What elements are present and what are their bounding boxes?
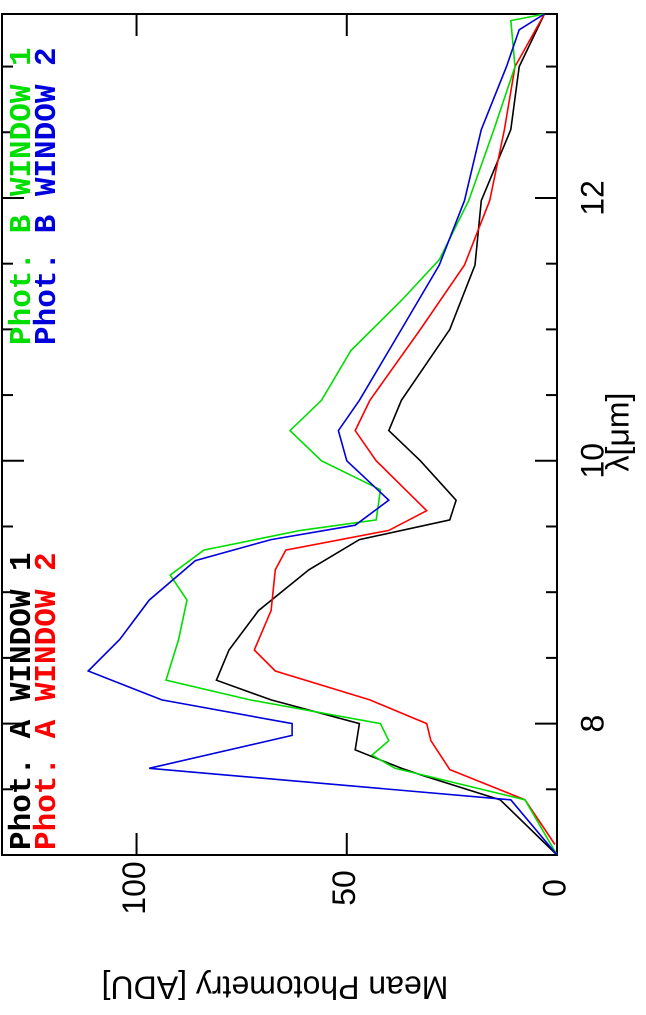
y-tick-label: 100 bbox=[116, 861, 152, 914]
legend-entry: Phot. B WINDOW 2 bbox=[30, 47, 65, 345]
x-axis-label: λ[μm] bbox=[599, 393, 635, 472]
line-series bbox=[164, 13, 558, 856]
x-tick-label: 12 bbox=[574, 180, 610, 216]
plot-frame bbox=[1, 13, 558, 856]
x-tick-label: 10 bbox=[574, 443, 610, 479]
x-tick-label: 8 bbox=[574, 715, 610, 733]
y-tick-label: 50 bbox=[326, 870, 362, 906]
legend-entry: Phot. B WINDOW 1 bbox=[5, 47, 40, 345]
legend-entry: Phot. A WINDOW 2 bbox=[30, 552, 65, 850]
line-series bbox=[86, 13, 558, 856]
y-tick-label: 0 bbox=[536, 879, 572, 897]
line-series bbox=[215, 13, 558, 856]
legend-entry: Phot. A WINDOW 1 bbox=[5, 552, 40, 850]
y-axis-label: Mean Photometry [ADU] bbox=[102, 970, 449, 1006]
line-series bbox=[253, 13, 556, 845]
